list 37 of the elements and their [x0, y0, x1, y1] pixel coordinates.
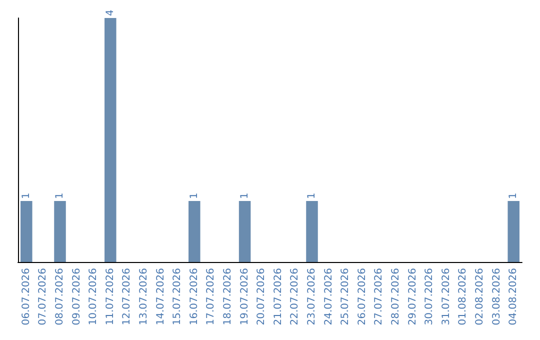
data-label: 1: [508, 192, 520, 199]
x-tick-label: 04.08.2026: [508, 268, 520, 326]
x-tick-label: 20.07.2026: [256, 268, 268, 326]
data-label: 1: [54, 192, 66, 199]
x-tick-label: 06.07.2026: [20, 268, 32, 326]
x-tick-label: 09.07.2026: [71, 268, 82, 326]
x-tick-label: 11.07.2026: [104, 268, 116, 326]
x-tick-label: 26.07.2026: [356, 268, 368, 326]
x-tick-label: 12.07.2026: [122, 268, 133, 326]
x-tick-label: 28.07.2026: [390, 268, 402, 326]
x-tick-label: 01.08.2026: [458, 268, 469, 326]
x-tick-label: 23.07.2026: [306, 268, 318, 326]
x-tick-label: 08.07.2026: [54, 268, 66, 326]
x-tick-label: 22.07.2026: [290, 268, 301, 326]
data-label: 1: [20, 192, 32, 199]
x-tick-label: 14.07.2026: [155, 268, 166, 326]
x-tick-label: 30.07.2026: [424, 268, 436, 326]
x-tick-label: 25.07.2026: [340, 268, 352, 326]
x-tick-label: 16.07.2026: [188, 268, 200, 326]
x-tick-label: 15.07.2026: [172, 268, 184, 326]
x-tick-label: 02.08.2026: [474, 268, 486, 326]
data-label: 1: [306, 192, 318, 199]
x-tick-label: 07.07.2026: [38, 268, 49, 326]
data-label: 1: [188, 192, 200, 199]
data-label: 4: [104, 10, 116, 16]
x-tick-label: 29.07.2026: [407, 268, 418, 326]
x-tick-label: 03.08.2026: [491, 268, 502, 326]
x-tick-label: 24.07.2026: [323, 268, 334, 326]
x-tick-label: 31.07.2026: [440, 268, 452, 326]
x-tick-label: 21.07.2026: [272, 268, 284, 326]
data-label: 1: [239, 192, 250, 199]
x-tick-label: 27.07.2026: [374, 268, 385, 326]
x-tick-label: 19.07.2026: [239, 268, 250, 326]
x-tick-label: 18.07.2026: [222, 268, 234, 326]
x-tick-label: 13.07.2026: [138, 268, 150, 326]
x-tick-label: 17.07.2026: [206, 268, 217, 326]
x-tick-label: 10.07.2026: [88, 268, 100, 326]
